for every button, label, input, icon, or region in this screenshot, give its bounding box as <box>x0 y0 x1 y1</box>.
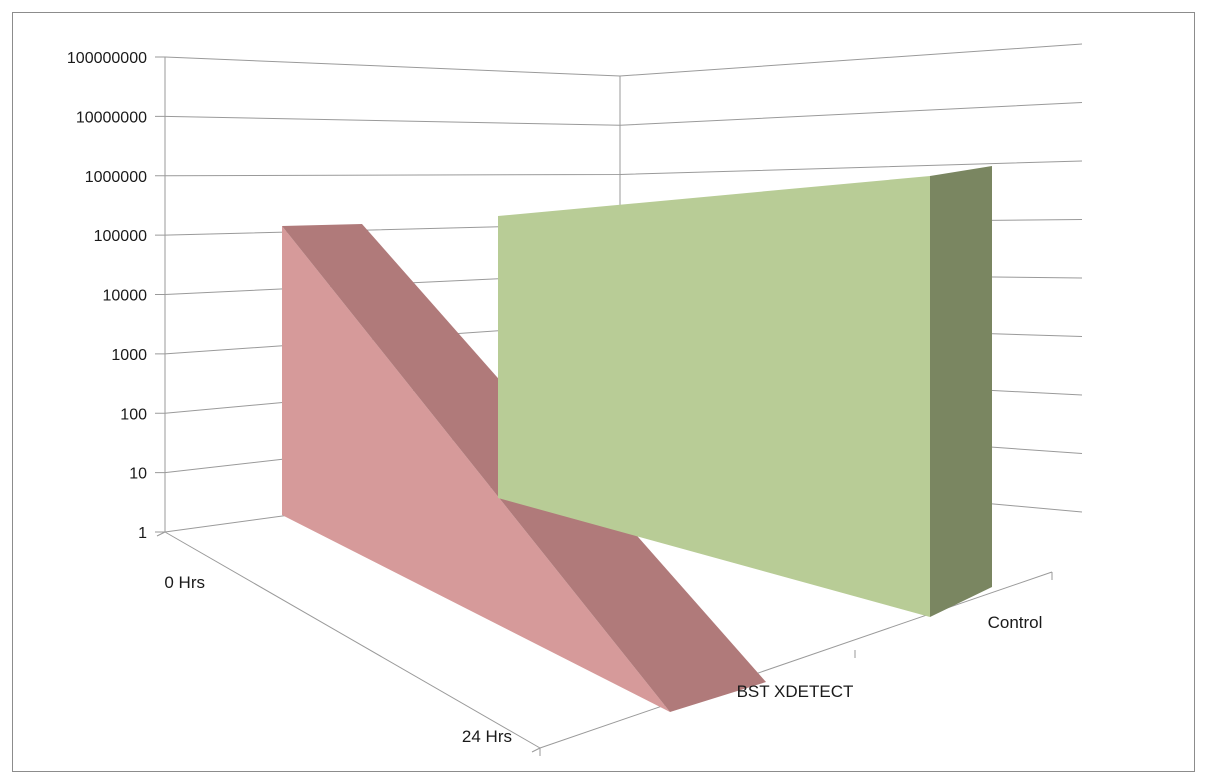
y-tick-label: 10000 <box>103 288 148 305</box>
series-face <box>498 176 930 617</box>
chart-area: 1 10 100 1000 10000 100000 1000000 10000000 1000… <box>67 43 1083 756</box>
y-tick-label: 10000000 <box>76 109 147 126</box>
y-tick-label: 1000000 <box>85 169 147 186</box>
category-label: 0 Hrs <box>164 573 205 592</box>
series-axis-line <box>539 571 1053 749</box>
y-tick-label: 1 <box>138 525 147 542</box>
y-tick-label: 1000 <box>111 347 147 364</box>
y-tick-label: 10 <box>129 466 147 483</box>
depth-tick <box>531 747 541 753</box>
series-label: Control <box>988 613 1043 632</box>
depth-tick <box>156 531 166 537</box>
gridline <box>164 43 1083 77</box>
depth-axis-line <box>164 531 541 749</box>
labels: 1 10 100 1000 10000 100000 1000000 10000000 1000… <box>67 50 1043 746</box>
axes <box>155 56 1053 756</box>
series-label: BST XDETECT <box>737 682 854 701</box>
y-tick-label: 100 <box>120 406 147 423</box>
series-control <box>498 166 992 617</box>
y-tick-label: 100000 <box>94 228 147 245</box>
series-side <box>930 166 992 617</box>
gridline <box>164 102 1083 126</box>
series-group <box>282 166 992 712</box>
category-label: 24 Hrs <box>462 727 512 746</box>
gridline <box>164 160 1083 177</box>
y-tick-label: 100000000 <box>67 50 147 67</box>
